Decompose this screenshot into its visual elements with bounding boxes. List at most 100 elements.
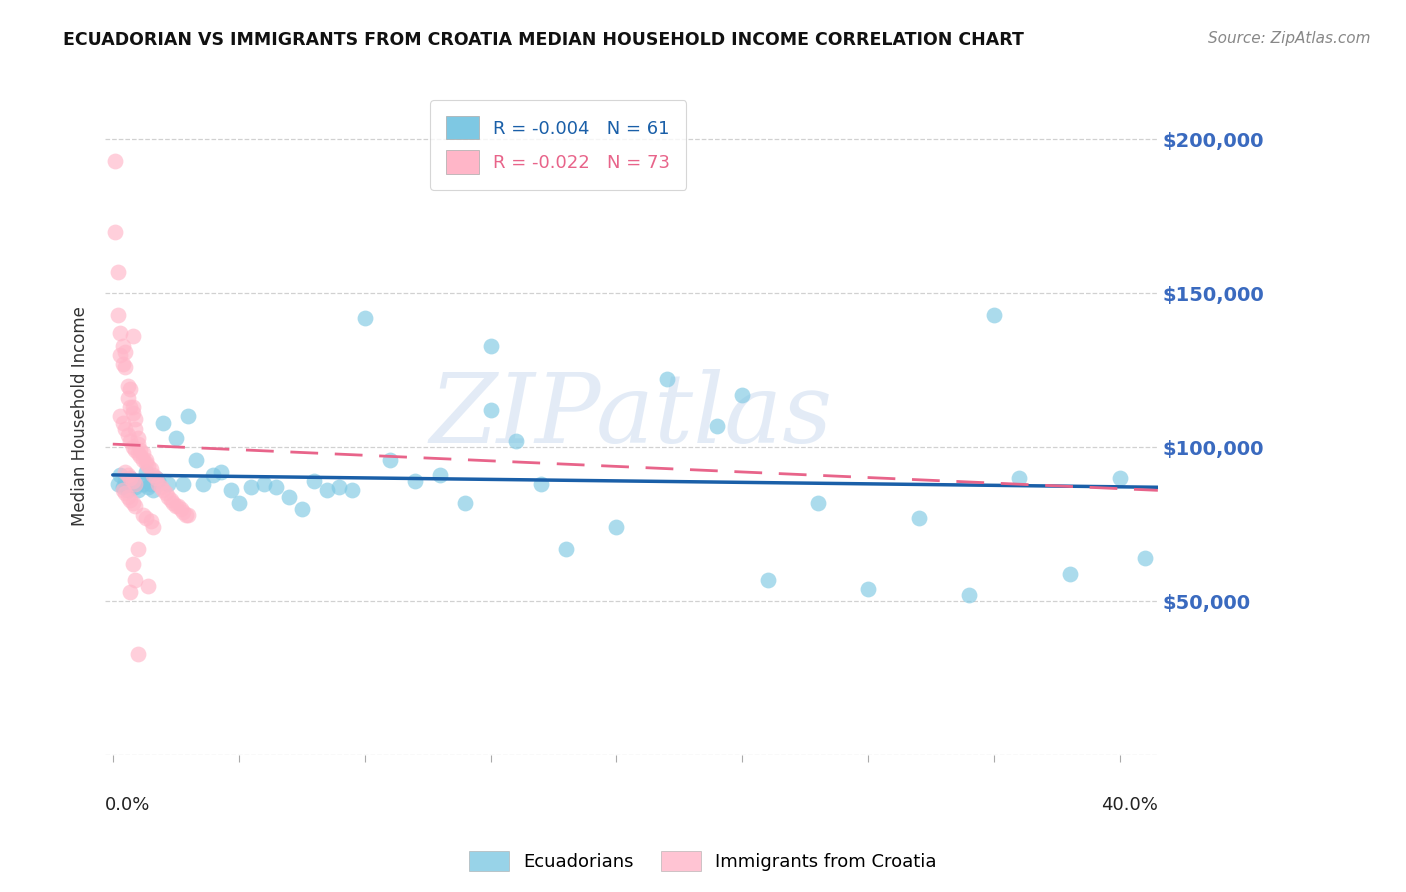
Point	[124, 422, 146, 436]
Point	[454, 496, 477, 510]
Point	[291, 501, 314, 516]
Point	[1008, 471, 1031, 485]
Point	[1109, 471, 1132, 485]
Point	[117, 378, 139, 392]
Point	[104, 153, 127, 168]
Y-axis label: Median Household Income: Median Household Income	[72, 307, 89, 526]
Point	[1135, 551, 1157, 566]
Point	[107, 477, 129, 491]
Point	[122, 440, 145, 454]
Point	[107, 264, 129, 278]
Point	[110, 409, 132, 424]
Text: ECUADORIAN VS IMMIGRANTS FROM CROATIA MEDIAN HOUSEHOLD INCOME CORRELATION CHART: ECUADORIAN VS IMMIGRANTS FROM CROATIA ME…	[63, 31, 1024, 49]
Point	[353, 310, 375, 325]
Point	[172, 477, 194, 491]
Point	[124, 499, 146, 513]
Point	[328, 480, 350, 494]
Point	[129, 474, 152, 488]
Point	[142, 483, 165, 498]
Point	[145, 471, 167, 485]
Point	[479, 403, 502, 417]
Point	[114, 344, 136, 359]
Point	[122, 400, 145, 414]
Point	[127, 446, 149, 460]
Point	[132, 477, 155, 491]
Text: Source: ZipAtlas.com: Source: ZipAtlas.com	[1208, 31, 1371, 46]
Point	[124, 412, 146, 426]
Point	[120, 471, 142, 485]
Point	[152, 483, 174, 498]
Text: 0.0%: 0.0%	[105, 796, 150, 814]
Point	[111, 480, 134, 494]
Point	[142, 467, 165, 482]
Point	[134, 456, 156, 470]
Point	[505, 434, 527, 448]
Point	[139, 477, 162, 491]
Point	[124, 477, 146, 491]
Point	[706, 418, 728, 433]
Point	[145, 471, 167, 485]
Point	[177, 508, 200, 522]
Point	[655, 372, 678, 386]
Point	[120, 492, 142, 507]
Point	[209, 465, 232, 479]
Point	[136, 579, 159, 593]
Point	[983, 308, 1005, 322]
Point	[134, 465, 156, 479]
Legend: Ecuadorians, Immigrants from Croatia: Ecuadorians, Immigrants from Croatia	[463, 844, 943, 879]
Point	[429, 467, 451, 482]
Point	[302, 474, 325, 488]
Point	[202, 467, 225, 482]
Point	[127, 647, 149, 661]
Point	[858, 582, 880, 596]
Point	[111, 416, 134, 430]
Point	[184, 452, 207, 467]
Point	[172, 505, 194, 519]
Point	[152, 416, 174, 430]
Point	[907, 511, 929, 525]
Point	[114, 360, 136, 375]
Point	[117, 483, 139, 498]
Point	[114, 422, 136, 436]
Point	[124, 573, 146, 587]
Point	[110, 467, 132, 482]
Point	[134, 511, 156, 525]
Point	[530, 477, 553, 491]
Point	[253, 477, 276, 491]
Point	[605, 520, 627, 534]
Point	[120, 434, 142, 448]
Point	[162, 496, 184, 510]
Point	[122, 329, 145, 343]
Point	[340, 483, 363, 498]
Point	[136, 458, 159, 473]
Point	[111, 357, 134, 371]
Point	[193, 477, 215, 491]
Point	[122, 406, 145, 420]
Point	[120, 382, 142, 396]
Point	[110, 348, 132, 362]
Point	[159, 492, 181, 507]
Point	[132, 452, 155, 467]
Point	[139, 462, 162, 476]
Point	[807, 496, 830, 510]
Point	[1059, 566, 1081, 581]
Point	[127, 431, 149, 445]
Point	[315, 483, 337, 498]
Point	[120, 400, 142, 414]
Point	[111, 338, 134, 352]
Point	[114, 486, 136, 500]
Point	[127, 437, 149, 451]
Point	[124, 443, 146, 458]
Point	[111, 483, 134, 498]
Point	[122, 474, 145, 488]
Point	[117, 490, 139, 504]
Point	[149, 480, 172, 494]
Point	[165, 499, 187, 513]
Point	[266, 480, 288, 494]
Point	[136, 480, 159, 494]
Point	[157, 490, 180, 504]
Point	[142, 520, 165, 534]
Text: 40.0%: 40.0%	[1101, 796, 1159, 814]
Point	[139, 514, 162, 528]
Point	[122, 558, 145, 572]
